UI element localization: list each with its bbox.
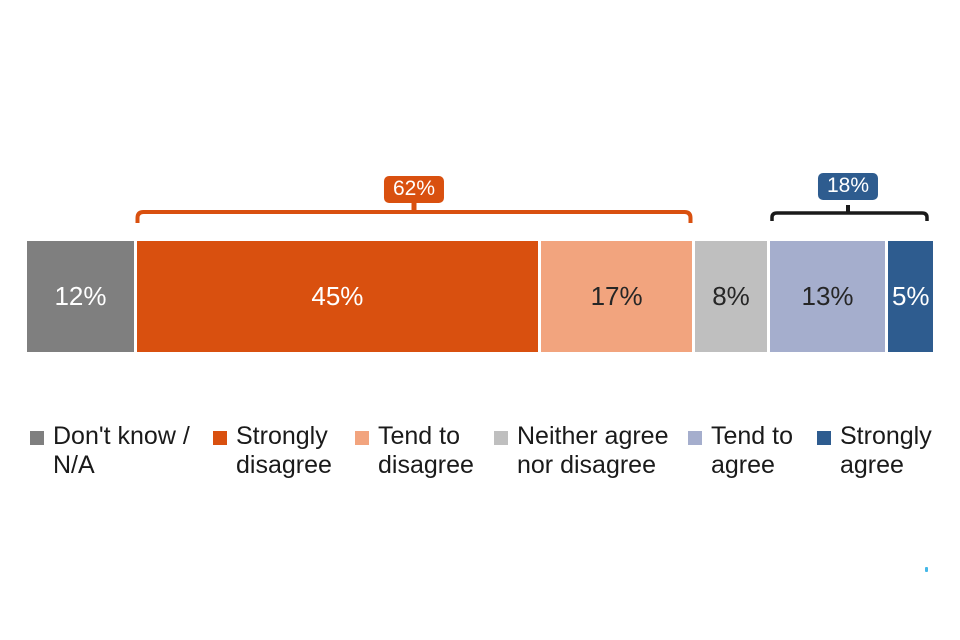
legend-swatch-icon [213,431,227,445]
bar-segment-strongly-disagree: 45% [136,241,538,352]
bar-segment-tend-to-agree: 13% [769,241,886,352]
legend-item-tend-to-disagree: Tend to disagree [355,422,494,480]
agree-bracket [770,211,929,221]
legend-swatch-icon [817,431,831,445]
legend-label: Strongly disagree [236,422,332,479]
segment-value-label: 12% [54,281,107,311]
legend-swatch-icon [30,431,44,445]
legend: Don't know / N/A Strongly disagree Tend to di… [30,422,960,480]
bracket-label-total-disagree: 62% [383,176,445,203]
bar-segment-strongly-agree: 5% [888,241,933,352]
segment-value-label: 45% [311,281,364,311]
legend-label: Don't know / N/A [53,422,190,479]
legend-item-don-t-know-n-a: Don't know / N/A [30,422,213,480]
legend-label: Tend to agree [711,422,794,479]
legend-swatch-icon [688,431,702,445]
legend-label: Strongly agree [840,422,932,479]
legend-item-strongly-disagree: Strongly disagree [213,422,355,480]
segment-value-label: 5% [891,281,930,311]
stacked-bar: 12% 45% 17% 8% 13% 5% [27,241,933,352]
segment-value-label: 17% [590,281,643,311]
legend-item-tend-to-agree: Tend to agree [688,422,817,480]
bar-segment-neither-agree-nor-disagree: 8% [695,241,767,352]
legend-item-neither-agree-nor-disagree: Neither agree nor disagree [494,422,688,480]
legend-item-strongly-agree: Strongly agree [817,422,957,480]
disagree-bracket [135,210,693,223]
legend-label: Neither agree nor disagree [517,422,669,479]
bracket-label-total-agree: 18% [817,173,879,200]
artifact-dot [925,567,928,572]
legend-swatch-icon [355,431,369,445]
legend-label: Tend to disagree [378,422,474,479]
legend-swatch-icon [494,431,508,445]
segment-value-label: 13% [801,281,854,311]
bar-segment-tend-to-disagree: 17% [540,241,693,352]
segment-value-label: 8% [712,281,750,311]
bar-segment-don-t-know-n-a: 12% [27,241,134,352]
